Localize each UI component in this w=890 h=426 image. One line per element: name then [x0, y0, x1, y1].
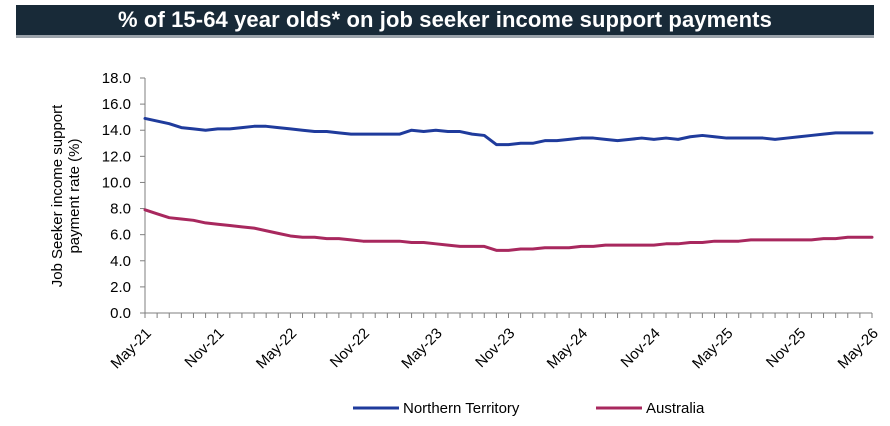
x-axis-ticks: May-21 Nov-21 May-22 Nov-22 May-23 Nov-23 May-…: [108, 313, 882, 372]
axes: [144, 78, 872, 314]
y-axis-title: Job Seeker income support payment rate (%…: [49, 104, 83, 287]
y-axis-title-line: Job Seeker income support: [49, 104, 66, 287]
y-axis-ticks: 0.0 2.0 4.0 6.0 8.0 10.0 12.0 14.0 16.0 18.0: [102, 70, 145, 322]
legend: Northern Territory Australia: [353, 400, 705, 417]
x-tick-label: Nov-23: [472, 325, 518, 371]
y-tick-label: 0.0: [110, 305, 131, 322]
x-tick-label: May-25: [689, 325, 736, 372]
chart-title: % of 15-64 year olds* on job seeker inco…: [118, 7, 772, 32]
series-line-australia: [143, 208, 874, 252]
y-tick-label: 14.0: [102, 122, 131, 139]
y-tick-label: 2.0: [110, 279, 131, 296]
y-tick-label: 12.0: [102, 148, 131, 165]
x-tick-label: May-24: [544, 325, 591, 372]
x-tick-label: May-22: [253, 325, 300, 372]
y-tick-label: 4.0: [110, 253, 131, 270]
x-tick-label: Nov-24: [618, 325, 664, 371]
x-tick-label: May-23: [398, 325, 445, 372]
x-tick-label: Nov-21: [181, 325, 227, 371]
y-tick-label: 8.0: [110, 201, 131, 218]
series-line-northern-territory: [143, 116, 874, 147]
y-axis-title-line: payment rate (%): [66, 138, 83, 253]
y-tick-label: 6.0: [110, 227, 131, 244]
y-tick-label: 10.0: [102, 174, 131, 191]
y-tick-label: 16.0: [102, 96, 131, 113]
x-tick-label: May-21: [108, 325, 155, 372]
x-tick-label: Nov-25: [763, 325, 809, 371]
y-tick-label: 18.0: [102, 70, 131, 87]
legend-label-northern-territory: Northern Territory: [403, 400, 520, 417]
series-lines: [143, 116, 874, 252]
chart-title-bar: % of 15-64 year olds* on job seeker inco…: [16, 5, 874, 38]
x-tick-label: May-26: [835, 325, 882, 372]
legend-label-australia: Australia: [646, 400, 705, 417]
x-tick-label: Nov-22: [327, 325, 373, 371]
